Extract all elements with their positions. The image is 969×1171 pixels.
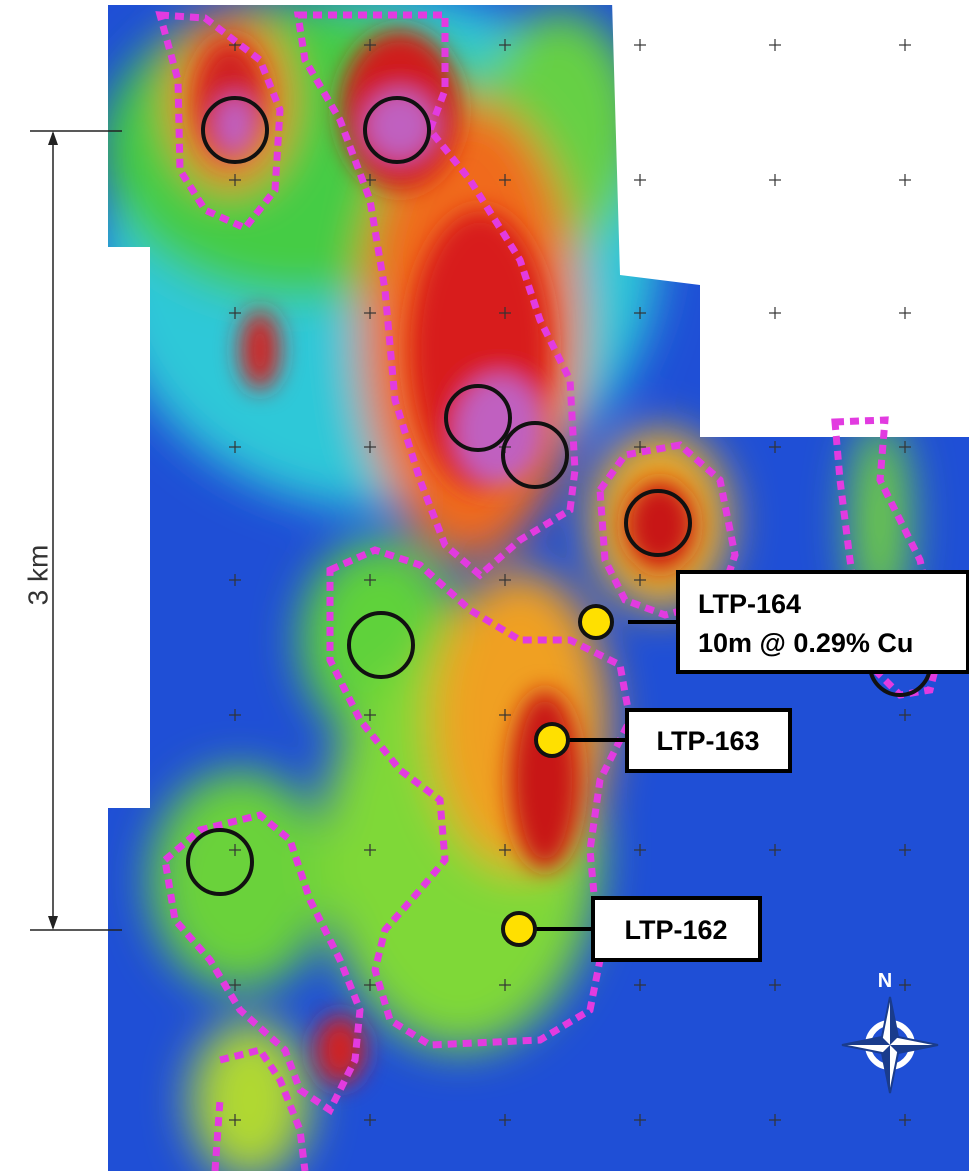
map: 3 km LTP-164 10m @ 0.29% Cu LTP-163 LTP-… [0,0,969,1171]
hole-result: 10m @ 0.29% Cu [698,628,913,658]
compass-north: N [878,970,892,992]
scale-label: 3 km [22,545,53,606]
hole-name: LTP-162 [624,915,727,945]
hole-name: LTP-163 [656,726,759,756]
hole-name: LTP-164 [698,589,801,619]
